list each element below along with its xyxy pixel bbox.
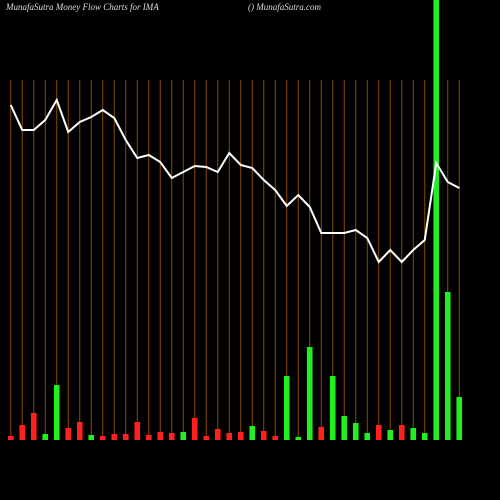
- chart-subtitle: () MunafaSutra.com: [248, 2, 321, 12]
- bar: [249, 426, 256, 440]
- bar: [398, 425, 405, 440]
- bar: [42, 434, 49, 440]
- bar: [53, 385, 60, 440]
- bar: [237, 432, 244, 440]
- bar: [180, 432, 187, 440]
- bar: [111, 434, 118, 440]
- bar: [214, 429, 221, 440]
- bar: [433, 0, 440, 440]
- bar: [341, 416, 348, 440]
- bar: [168, 433, 175, 440]
- bar: [145, 435, 152, 440]
- bar: [7, 436, 14, 440]
- bar: [421, 433, 428, 440]
- chart-title: MunafaSutra Money Flow Charts for IMA: [5, 2, 159, 12]
- bar: [226, 433, 233, 440]
- bar: [122, 434, 129, 440]
- bar: [306, 347, 313, 440]
- bar: [375, 425, 382, 440]
- bar: [203, 436, 210, 440]
- bar: [88, 435, 95, 440]
- bar: [456, 397, 463, 440]
- bar: [76, 422, 83, 440]
- bar: [19, 425, 26, 440]
- bar: [364, 433, 371, 440]
- bar: [272, 436, 279, 440]
- bar: [283, 376, 290, 440]
- bar: [410, 428, 417, 440]
- bar: [260, 431, 267, 440]
- bar: [352, 423, 359, 440]
- bar: [295, 437, 302, 440]
- bar: [65, 428, 72, 440]
- bar: [134, 422, 141, 440]
- bar: [444, 292, 451, 440]
- bar: [318, 427, 325, 440]
- bar: [387, 430, 394, 440]
- bar: [30, 413, 37, 440]
- bar: [99, 436, 106, 440]
- bar: [157, 432, 164, 440]
- bar: [191, 418, 198, 440]
- bar: [329, 376, 336, 440]
- line: [9, 97, 460, 264]
